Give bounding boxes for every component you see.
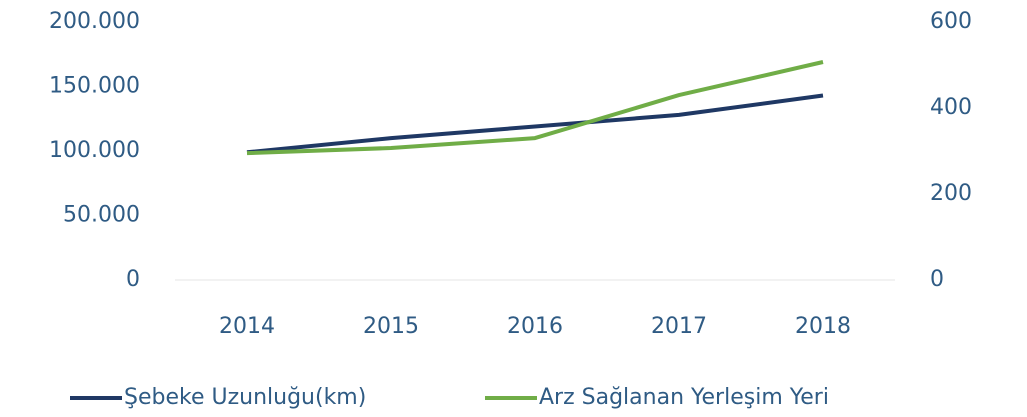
x-tick-label: 2016 <box>507 314 563 339</box>
x-tick-label: 2017 <box>651 314 707 339</box>
x-tick-label: 2018 <box>795 314 851 339</box>
y2-tick-label: 400 <box>930 95 972 120</box>
legend-label: Arz Sağlanan Yerleşim Yeri <box>539 385 829 410</box>
y2-tick-label: 200 <box>930 181 972 206</box>
y-tick-label: 0 <box>126 267 140 292</box>
y-tick-label: 100.000 <box>49 138 140 163</box>
data-line <box>246 93 824 155</box>
y-tick-label: 50.000 <box>63 203 140 228</box>
x-tick-label: 2015 <box>363 314 419 339</box>
x-tick-label: 2014 <box>219 314 275 339</box>
legend-label: Şebeke Uzunluğu(km) <box>124 385 366 410</box>
y2-tick-label: 0 <box>930 267 944 292</box>
y-tick-label: 150.000 <box>49 74 140 99</box>
data-line <box>246 60 824 156</box>
y-tick-label: 200.000 <box>49 9 140 34</box>
y2-tick-label: 600 <box>930 9 972 34</box>
